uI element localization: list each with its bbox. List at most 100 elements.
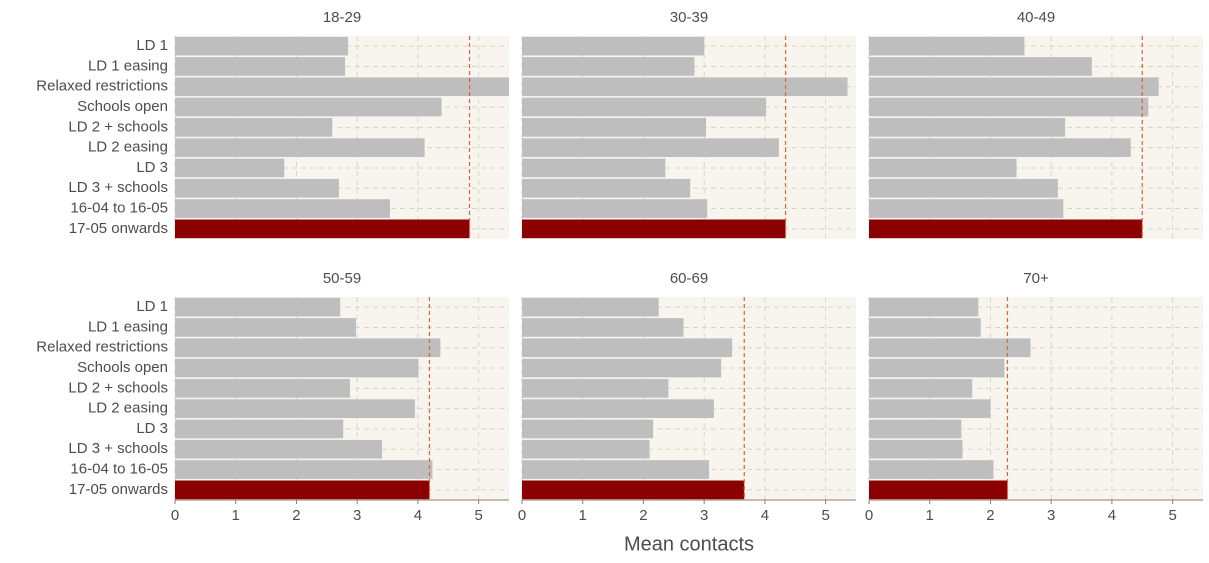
x-tick-label: 2 bbox=[292, 507, 300, 524]
y-tick-label: 16-04 to 16-05 bbox=[70, 200, 168, 217]
y-tick-label: LD 3 bbox=[136, 420, 168, 437]
bar bbox=[175, 97, 442, 117]
y-tick-label: LD 3 + schools bbox=[68, 179, 168, 196]
bar bbox=[869, 399, 991, 418]
bar bbox=[869, 318, 981, 337]
y-tick-label: Relaxed restrictions bbox=[36, 78, 168, 95]
bar bbox=[869, 77, 1159, 97]
panel-title: 70+ bbox=[1023, 270, 1049, 287]
bar bbox=[869, 379, 973, 398]
bar bbox=[522, 379, 669, 398]
y-tick-label: LD 1 bbox=[136, 37, 168, 54]
panel-title: 40-49 bbox=[1017, 9, 1055, 26]
bar bbox=[522, 460, 710, 479]
panel-title: 18-29 bbox=[323, 9, 361, 26]
bar bbox=[522, 480, 745, 500]
y-tick-label: 16-04 to 16-05 bbox=[70, 461, 168, 478]
bar bbox=[175, 219, 470, 239]
bar bbox=[869, 358, 1005, 378]
y-tick-label: Schools open bbox=[77, 359, 168, 376]
bar bbox=[869, 480, 1008, 500]
x-tick-label: 2 bbox=[986, 507, 994, 524]
bar bbox=[175, 178, 339, 198]
x-tick-label: 4 bbox=[1108, 507, 1116, 524]
bar bbox=[869, 138, 1131, 157]
x-tick-label: 5 bbox=[474, 507, 482, 524]
bar bbox=[175, 439, 383, 459]
bar bbox=[522, 97, 767, 117]
bar bbox=[869, 199, 1064, 218]
bar bbox=[522, 158, 666, 178]
bar bbox=[175, 419, 344, 439]
x-tick-label: 3 bbox=[700, 507, 708, 524]
y-tick-label: LD 3 + schools bbox=[68, 440, 168, 457]
x-tick-label: 4 bbox=[761, 507, 769, 524]
x-tick-label: 4 bbox=[414, 507, 422, 524]
bar bbox=[175, 77, 509, 97]
bar bbox=[175, 57, 346, 76]
bar bbox=[869, 118, 1066, 137]
x-tick-label: 0 bbox=[171, 507, 179, 524]
x-axis-title: Mean contacts bbox=[624, 533, 754, 555]
bar bbox=[869, 439, 963, 459]
bar bbox=[522, 399, 714, 418]
bar bbox=[522, 419, 654, 439]
bar bbox=[869, 57, 1092, 76]
x-tick-label: 3 bbox=[353, 507, 361, 524]
bar bbox=[175, 118, 333, 137]
bar bbox=[175, 158, 285, 178]
bar bbox=[869, 219, 1143, 239]
bar bbox=[522, 199, 708, 218]
y-tick-label: LD 1 bbox=[136, 298, 168, 315]
y-tick-label: LD 3 bbox=[136, 159, 168, 176]
x-tick-label: 1 bbox=[926, 507, 934, 524]
bar bbox=[522, 57, 695, 76]
panel-title: 50-59 bbox=[323, 270, 361, 287]
bar bbox=[522, 338, 733, 358]
x-tick-label: 3 bbox=[1047, 507, 1055, 524]
panel-title: 60-69 bbox=[670, 270, 708, 287]
bar bbox=[522, 118, 707, 137]
y-tick-label: 17-05 onwards bbox=[69, 220, 168, 237]
bar bbox=[175, 358, 419, 378]
bar bbox=[869, 460, 994, 479]
bar bbox=[522, 439, 650, 459]
bar bbox=[175, 36, 349, 56]
y-tick-label: Schools open bbox=[77, 98, 168, 115]
x-tick-label: 1 bbox=[232, 507, 240, 524]
bar bbox=[522, 219, 786, 239]
bar bbox=[175, 399, 415, 418]
bar bbox=[522, 77, 848, 97]
bar bbox=[869, 158, 1017, 178]
bar bbox=[175, 338, 441, 358]
bar bbox=[522, 358, 722, 378]
bar bbox=[175, 138, 425, 157]
x-tick-label: 0 bbox=[865, 507, 873, 524]
y-tick-label: LD 2 easing bbox=[88, 400, 168, 417]
y-tick-label: LD 2 + schools bbox=[68, 379, 168, 396]
bar bbox=[869, 419, 962, 439]
bar bbox=[175, 480, 430, 500]
bar bbox=[175, 318, 356, 337]
bar bbox=[869, 297, 979, 317]
y-tick-label: Relaxed restrictions bbox=[36, 339, 168, 356]
bar bbox=[522, 36, 705, 56]
y-tick-label: LD 1 easing bbox=[88, 57, 168, 74]
x-tick-label: 0 bbox=[518, 507, 526, 524]
x-tick-label: 5 bbox=[821, 507, 829, 524]
y-tick-label: LD 2 easing bbox=[88, 139, 168, 156]
bar bbox=[175, 297, 341, 317]
bar bbox=[869, 338, 1031, 358]
panel-title: 30-39 bbox=[670, 9, 708, 26]
x-tick-label: 5 bbox=[1168, 507, 1176, 524]
bar bbox=[175, 199, 390, 218]
bar bbox=[175, 379, 350, 398]
bar bbox=[522, 178, 691, 198]
bar bbox=[869, 36, 1025, 56]
bar bbox=[522, 297, 659, 317]
y-tick-label: LD 2 + schools bbox=[68, 118, 168, 135]
bar bbox=[522, 138, 779, 157]
y-tick-label: 17-05 onwards bbox=[69, 481, 168, 498]
bar bbox=[869, 97, 1149, 117]
